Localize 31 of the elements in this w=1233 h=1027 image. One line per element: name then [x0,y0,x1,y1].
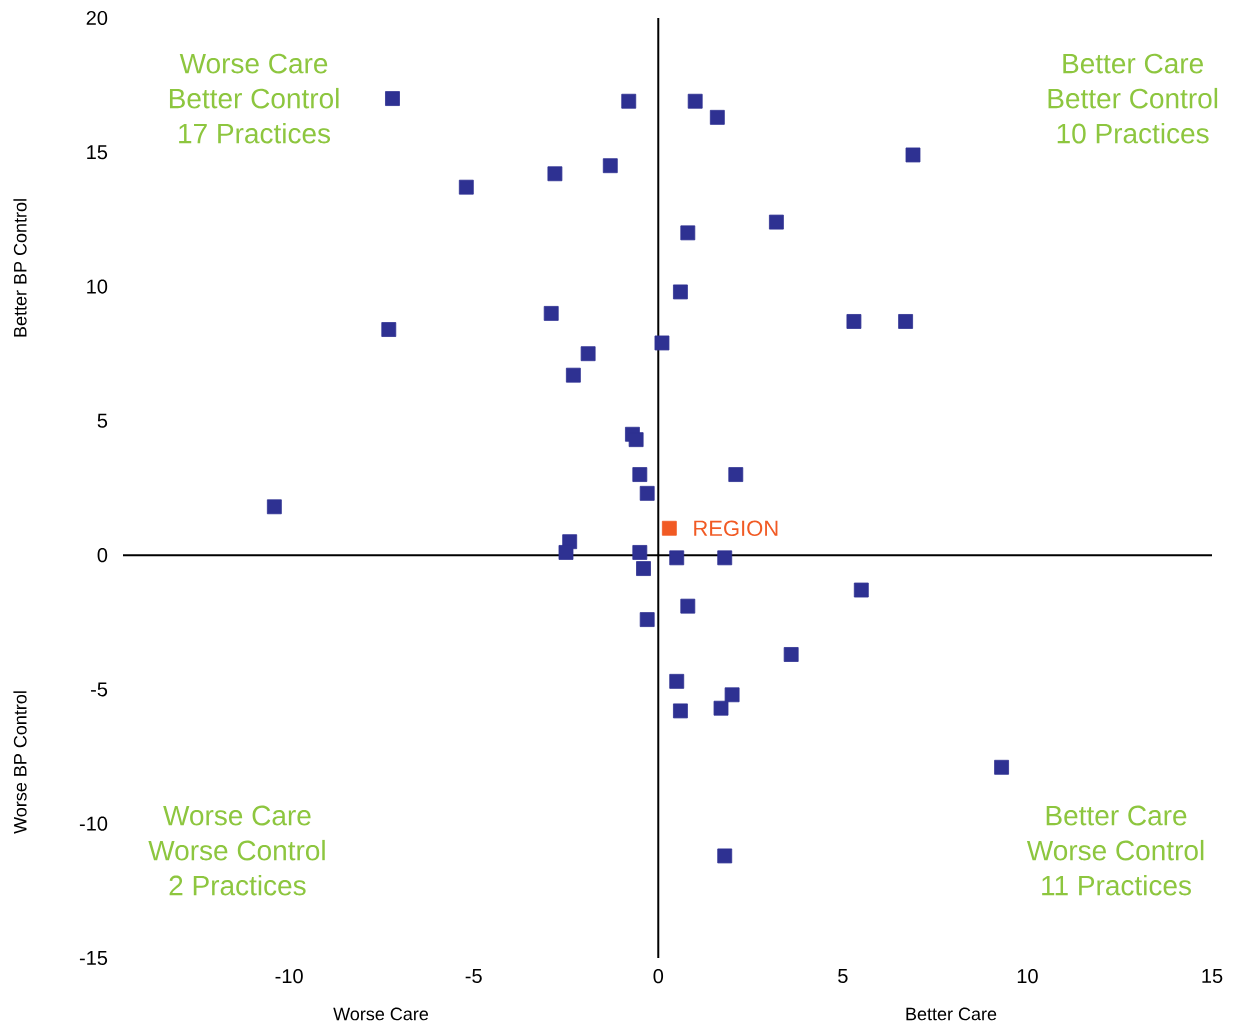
y-tick-label: -10 [79,816,108,831]
y-tick-label: 15 [87,145,108,160]
x-tick-label: 5 [838,969,848,983]
annotation: 11 Practices [1042,874,1191,896]
annotation: Worse Control [1026,839,1204,861]
series-label: REGION [694,520,778,537]
annotation: 10 Practices [1057,122,1209,144]
x-tick-label: 0 [653,969,664,984]
y-tick-label: -5 [91,682,108,697]
y-tick-label: 0 [97,548,108,563]
annotation: Better Care [1063,53,1203,74]
y-tick-label: 5 [97,413,108,428]
x-tick-label: -10 [275,969,303,984]
text: Better Care [906,1007,997,1021]
x-tick-label: 10 [1017,969,1038,984]
x-tick-label: -5 [465,969,482,983]
text: Worse Care [333,1007,429,1021]
annotation: Worse Control [148,839,325,861]
annotation: 2 Practices [169,874,306,896]
annotation: Worse Care [179,53,328,74]
y-tick-label: 10 [87,279,108,294]
annotation: Worse Care [163,805,311,826]
x-tick-label: 15 [1202,969,1223,983]
annotation: 17 Practices [179,122,331,144]
annotation: Better Control [169,87,339,109]
annotation: Better Control [1048,87,1218,109]
text: Better BP Control [13,199,27,337]
annotation: Better Care [1046,805,1187,826]
y-tick-label: -15 [79,950,108,965]
y-tick-label: 20 [86,10,108,26]
text: Worse BP Control [13,691,27,834]
